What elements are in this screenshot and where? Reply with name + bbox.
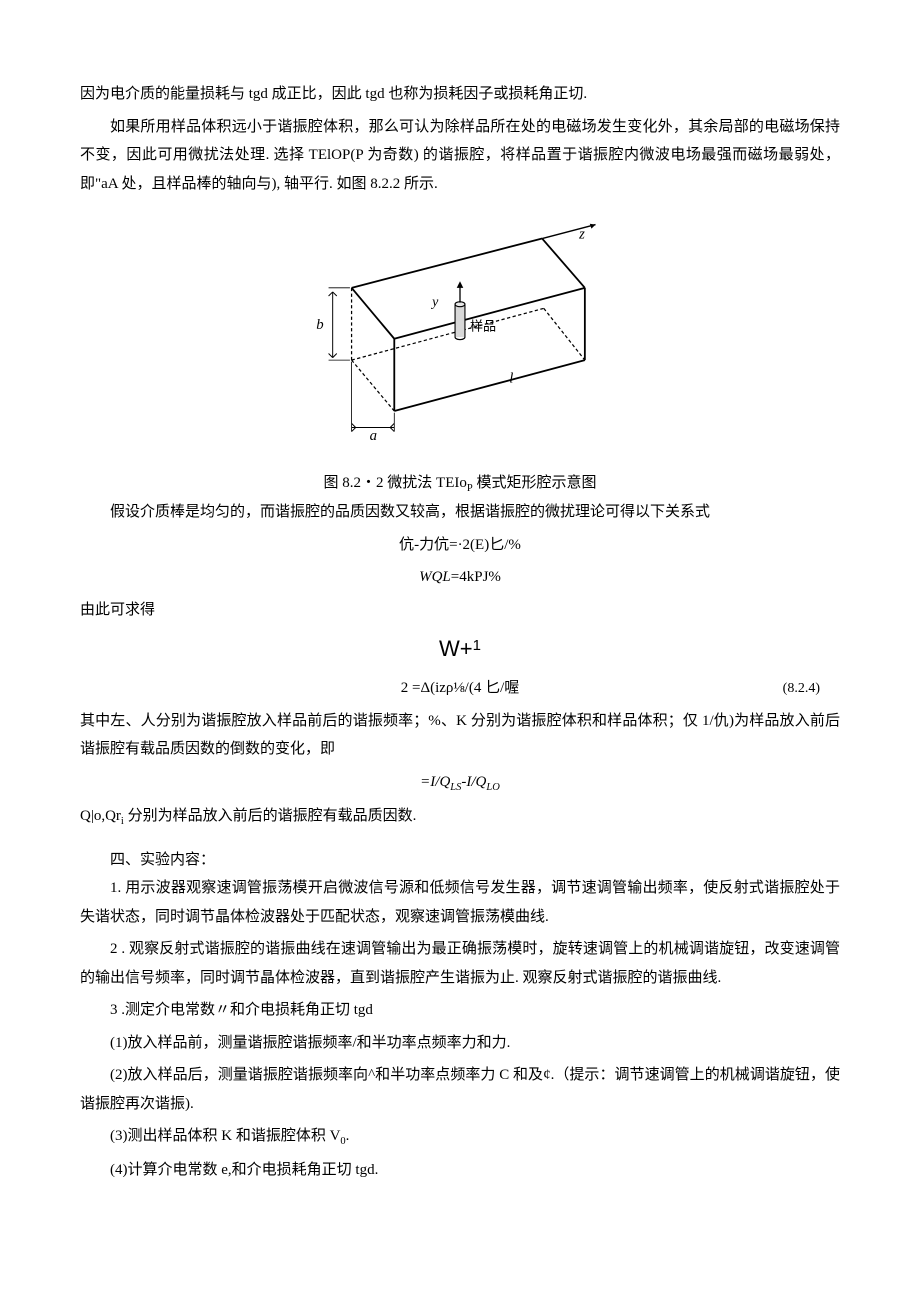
paragraph-1: 因为电介质的能量损耗与 tgd 成正比，因此 tgd 也称为损耗因子或损耗角正切… xyxy=(80,80,840,109)
eq2-prefix: WQL xyxy=(419,569,451,585)
svg-text:z: z xyxy=(578,227,585,243)
eq5-sub2: LO xyxy=(486,782,499,793)
s3-3b: . xyxy=(346,1128,350,1144)
equation-4-row: 2 =Δ(izρ⅛/(4 匕/喔 (8.2.4) xyxy=(80,674,840,703)
step-3-2: (2)放入样品后，测量谐振腔谐振频率向^和半功率点频率力 C 和及¢.（提示：调… xyxy=(80,1061,840,1118)
step-3: 3 .测定介电常数〃和介电损耗角正切 tgd xyxy=(80,996,840,1025)
eq5-mid: -I/Q xyxy=(461,774,486,790)
cavity-diagram-svg: a b l z y 样品 xyxy=(270,218,650,448)
eq2-rest: =4kPJ% xyxy=(451,569,501,585)
step-1: 1. 用示波器观察速调管振荡模开启微波信号源和低频信号发生器，调节速调管输出频率… xyxy=(80,874,840,931)
eq5-prefix: =I/Q xyxy=(420,774,450,790)
paragraph-2: 如果所用样品体积远小于谐振腔体积，那么可认为除样品所在处的电磁场发生变化外，其余… xyxy=(80,113,840,199)
p6-a: Q|o,Qr xyxy=(80,808,121,824)
eq4-lhs: 2 =Δ(izρ⅛/(4 匕/喔 xyxy=(80,674,660,703)
svg-text:b: b xyxy=(316,317,323,333)
paragraph-5: 其中左、人分别为谐振腔放入样品前后的谐振频率；%、K 分别为谐振腔体积和样品体积… xyxy=(80,707,840,764)
svg-text:l: l xyxy=(509,370,513,386)
step-2: 2 . 观察反射式谐振腔的谐振曲线在速调管输出为最正确振荡模时，旋转速调管上的机… xyxy=(80,935,840,992)
figure-8-2-2: a b l z y 样品 xyxy=(80,218,840,459)
eq4-number: (8.2.4) xyxy=(660,676,840,703)
eq3-lhs: W+ xyxy=(439,636,473,661)
caption-suffix: 模式矩形腔示意图 xyxy=(473,475,597,491)
step-3-1: (1)放入样品前，测量谐振腔谐振频率/和半功率点频率力和力. xyxy=(80,1029,840,1058)
eq3-sup: 1 xyxy=(473,637,481,654)
step-3-4: (4)计算介电常数 e,和介电损耗角正切 tgd. xyxy=(80,1156,840,1185)
svg-text:样品: 样品 xyxy=(470,319,496,334)
equation-2: WQL=4kPJ% xyxy=(80,563,840,592)
paragraph-4: 由此可求得 xyxy=(80,596,840,625)
section-title: 四、实验内容： xyxy=(80,846,840,875)
paragraph-6: Q|o,Qri 分别为样品放入前后的谐振腔有载品质因数. xyxy=(80,802,840,832)
s3-3a: (3)测出样品体积 K 和谐振腔体积 V xyxy=(110,1128,340,1144)
equation-1: 伉-力伉=·2(E)匕/% xyxy=(80,531,840,560)
p6-b: 分别为样品放入前后的谐振腔有载品质因数. xyxy=(124,808,417,824)
step-3-3: (3)测出样品体积 K 和谐振腔体积 V0. xyxy=(80,1122,840,1152)
paragraph-3: 假设介质棒是均匀的，而谐振腔的品质因数又较高，根据谐振腔的微扰理论可得以下关系式 xyxy=(80,498,840,527)
svg-text:a: a xyxy=(370,428,377,444)
svg-text:y: y xyxy=(430,295,439,310)
figure-caption: 图 8.2・2 微扰法 TEIoP 模式矩形腔示意图 xyxy=(80,469,840,499)
equation-3: W+1 xyxy=(80,628,840,670)
eq5-sub1: LS xyxy=(450,782,461,793)
equation-5: =I/QLS-I/QLO xyxy=(80,768,840,798)
caption-prefix: 图 8.2・2 微扰法 TEIo xyxy=(324,475,467,491)
